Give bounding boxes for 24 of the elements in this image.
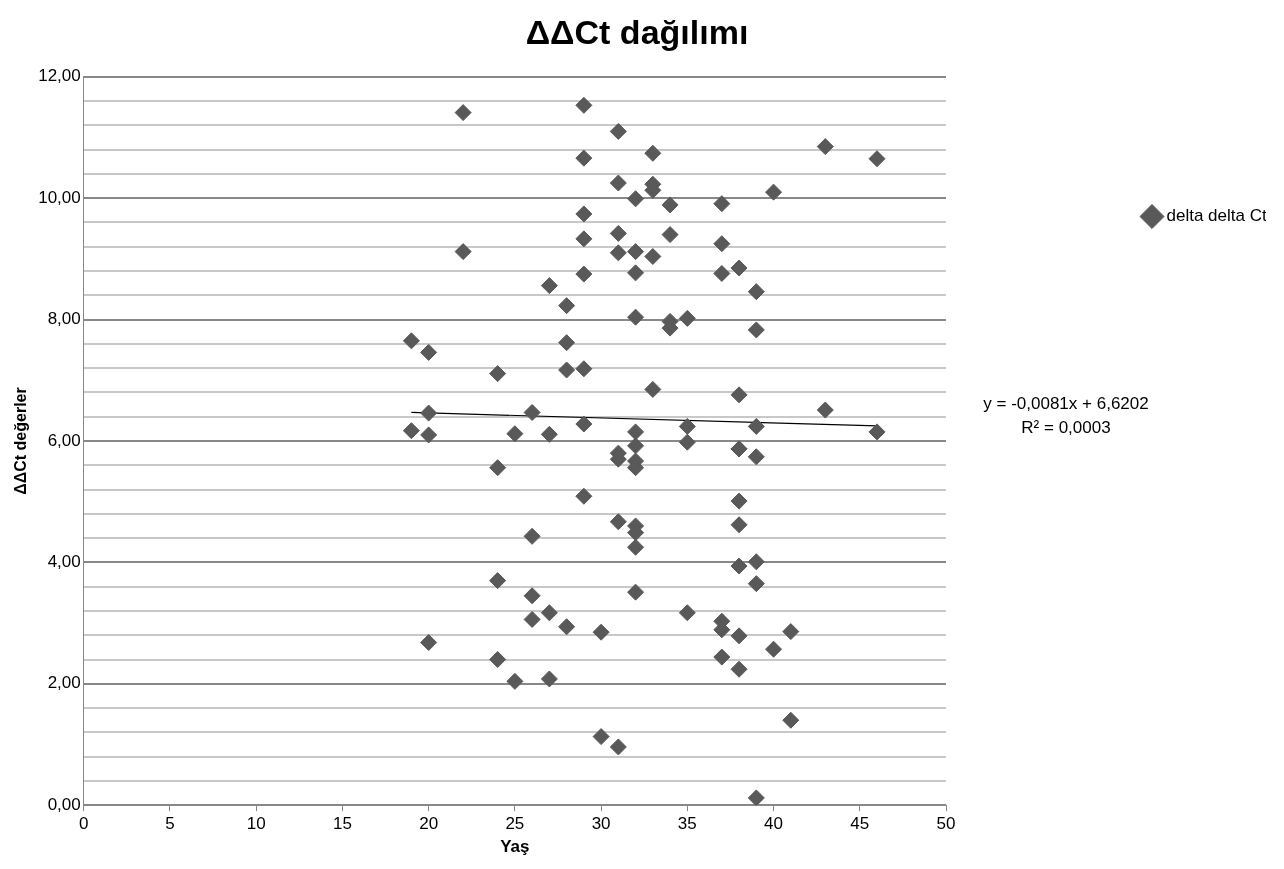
y-axis-title: ΔΔCt değerler (12, 387, 30, 495)
legend-label: delta delta Ct (1166, 206, 1267, 226)
x-axis-title: Yaş (500, 837, 530, 857)
text: R² = 0,0003 (1021, 418, 1111, 438)
x-tick-label: 10 (246, 814, 266, 834)
x-tick-label: 15 (332, 814, 352, 834)
x-tick-label: 20 (419, 814, 439, 834)
y-tick-label: 4,00 (47, 552, 81, 572)
x-tick-label: 45 (850, 814, 870, 834)
x-tick-label: 25 (505, 814, 525, 834)
y-tick-label: 10,00 (38, 187, 81, 207)
x-tick-label: 35 (677, 814, 697, 834)
y-tick-label: 0,00 (47, 794, 81, 814)
x-tick-label: 50 (936, 814, 956, 834)
y-tick-label: 8,00 (47, 309, 81, 329)
y-tick-label: 6,00 (47, 430, 81, 450)
y-tick-label: 2,00 (47, 673, 81, 693)
x-tick-label: 0 (79, 814, 89, 834)
x-tick-label: 30 (591, 814, 611, 834)
text: y = -0,0081x + 6,6202 (983, 394, 1149, 414)
y-tick-label: 12,00 (38, 66, 81, 86)
x-tick-label: 40 (764, 814, 784, 834)
x-tick-label: 5 (165, 814, 175, 834)
chart-title: ΔΔCt dağılımı (525, 12, 749, 51)
